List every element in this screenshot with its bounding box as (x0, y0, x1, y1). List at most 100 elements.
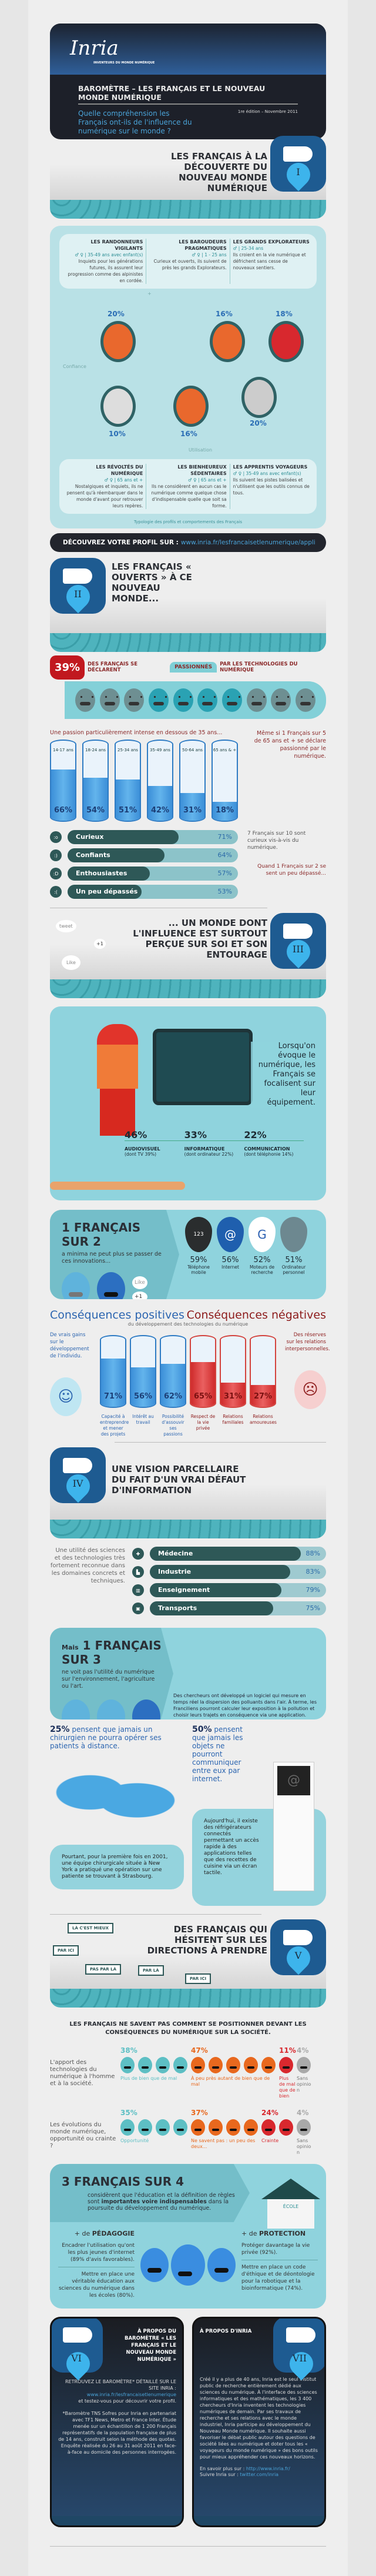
profile-desc: Ils croient en la vie numérique et défri… (233, 252, 306, 270)
face-icon (173, 2119, 187, 2136)
bar-fill (68, 867, 150, 881)
cylinder-fill (221, 1382, 245, 1407)
plus-one-bubble: +1 (132, 1292, 147, 1299)
tv-illustration (153, 1029, 253, 1105)
profile-meta: ♂ ♀ | 35-49 ans avec enfant(s) (233, 471, 301, 476)
cylinder-label: Capacité à entreprendre et mener des pro… (100, 1414, 129, 1437)
bar-label: Confiants (76, 851, 110, 859)
cylinder-fill (131, 1367, 155, 1407)
bar-icon: ✚ (132, 1548, 144, 1560)
equipment-stat: 33% INFORMATIQUE (dont ordinateur 22%) (184, 1129, 244, 1157)
about-inria-title: À PROPOS D'INRIA (200, 2329, 252, 2334)
hesitation-rows: L'apport des technologies du numérique à… (50, 2046, 326, 2156)
bar-row: ▣ Transports 75% (132, 1601, 326, 1615)
direction-sign: PAR LÀ (138, 1965, 164, 1976)
passion-post: PAR LES TECHNOLOGIES DU NUMÉRIQUE (220, 661, 298, 673)
hesitation-faces (120, 2057, 326, 2073)
cylinder-label: 18-24 ans (85, 748, 106, 752)
tweet-bubble: tweet (56, 920, 76, 932)
bar-track: Enseignement 79% (150, 1583, 326, 1597)
hesitation-pct: 24% (261, 2109, 278, 2117)
senior-note: Même si 1 Français sur 5 de 65 ans et + … (254, 730, 326, 760)
section-2-header: II LES FRANÇAIS « OUVERTS » À CE NOUVEAU… (50, 558, 326, 652)
bar-track: Médecine 88% (150, 1547, 326, 1561)
passion-stat: 39% DES FRANÇAIS SE DÉCLARENT PASSIONNÉS… (50, 653, 326, 681)
hesitation-label: Sans opinion (297, 2138, 311, 2155)
face-icon (261, 2057, 276, 2073)
cylinder-label: Intérêt au travail (132, 1414, 154, 1425)
section-badge: I (270, 136, 326, 192)
consequences-subtitle: du développement des technologies du num… (127, 1322, 249, 1327)
cylinder-value: 18% (215, 806, 234, 815)
bar-value: 71% (217, 833, 232, 841)
three-in-four-desc: considèrent que l'éducation et la défini… (88, 2192, 235, 2212)
inria-logo: Inria (70, 36, 119, 60)
face-on (97, 1272, 125, 1299)
cylinder-fill (191, 1362, 215, 1407)
face-icon (124, 688, 145, 712)
hesitation-labels: Plus de bien que de mal À peu près autant… (120, 2076, 326, 2099)
bar-fill (68, 830, 179, 844)
stat-label: AUDIOVISUEL (125, 1146, 160, 1152)
about-inria: VII À PROPOS D'INRIA Créé il y a plus de… (192, 2317, 326, 2527)
phone-keypad-icon: 123 (185, 1217, 212, 1252)
inria-website-link[interactable]: http://www.inria.fr/ (246, 2466, 290, 2471)
cylinder-fill (83, 777, 108, 821)
discover-label: DÉCOUVREZ VOTRE PROFIL SUR : (63, 539, 179, 546)
page-title: BAROMÈTRE – LES FRANÇAIS ET LE NOUVEAU M… (78, 84, 298, 105)
bar-track: Confiants 64% (68, 848, 238, 862)
barometre-footnote: *Baromètre TNS Sofres pour Inria en part… (58, 2411, 176, 2455)
stat-value: 33% (184, 1129, 207, 1140)
hesitation-question: Les évolutions du monde numérique, oppor… (50, 2122, 116, 2149)
cylinder-label: 25-34 ans (118, 748, 138, 752)
section-badge: IV (50, 1447, 106, 1503)
school-illustration: ÉCOLE (250, 2164, 326, 2229)
cylinder-value: 65% (193, 1392, 213, 1401)
face-icon (120, 2119, 135, 2136)
domains-intro: Une utilité des sciences et des technolo… (50, 1547, 125, 1584)
bar-value: 53% (217, 888, 232, 895)
face-on (132, 1700, 160, 1719)
one-in-three-panel: Mais 1 FRANÇAIS SUR 3 ne voit pas l'util… (50, 1628, 326, 1719)
hesitation-pct: 38% (120, 2046, 137, 2055)
discover-link[interactable]: www.inria.fr/lesfrancaisetlenumerique/ap… (180, 539, 315, 546)
direction-sign: PAR ICI (185, 1973, 212, 1984)
domains-section: Une utilité des sciences et des technolo… (50, 1547, 326, 1620)
pedagogy-title: PÉDAGOGIE (92, 2230, 135, 2237)
three-in-four-panel: 3 FRANÇAIS SUR 4 considèrent que l'éduca… (50, 2164, 326, 2309)
bar-track: Enthousiastes 57% (68, 867, 238, 881)
face-icon (209, 2119, 223, 2136)
one-in-three-sub: ne voit pas l'utilité du numérique sur l… (62, 1669, 155, 1690)
sad-face-icon: ☹ (294, 1370, 326, 1409)
pct-randonneurs: 20% (108, 310, 125, 318)
bar-value: 64% (217, 851, 232, 859)
hesitation-row: L'apport des technologies du numérique à… (50, 2046, 326, 2099)
innovation-label: Ordinateur personnel (281, 1264, 306, 1275)
axis-utilisation: Utilisation (189, 447, 213, 453)
barometre-link[interactable]: www.inria.fr/lesfrancaisetlenumerique (86, 2392, 176, 2397)
equipment-stat: 46% AUDIOVISUEL (dont TV 39%) (125, 1129, 184, 1157)
cylinder-fill (251, 1384, 275, 1407)
cylinder-bar: 56% (130, 1335, 156, 1408)
passion-pre: DES FRANÇAIS SE DÉCLARENT (88, 661, 138, 673)
age-cylinders: 14-17 ans 66% 18-24 ans 54% 25-34 ans 51% 35-4… (50, 740, 238, 822)
face-icon (209, 2057, 223, 2073)
cylinder-label: Possibilité d'assouvir ses passions (162, 1414, 184, 1437)
face-off (62, 1700, 90, 1719)
footer-divider (50, 2546, 326, 2547)
inria-twitter-link[interactable]: twitter.com/inria (240, 2472, 279, 2477)
cylinder-value: 42% (150, 806, 170, 815)
face-icon (191, 2057, 205, 2073)
avatar-revolte (100, 386, 136, 427)
face-icon (226, 2057, 240, 2073)
cylinder-label: Relations familiales (222, 1414, 244, 1425)
bar-label: Enthousiastes (76, 869, 127, 877)
section-title: UNE VISION PARCELLAIRE DU FAIT D'UN VRAI… (112, 1464, 246, 1496)
pct-revoltes: 10% (109, 430, 126, 438)
pct-apprentis: 20% (250, 419, 267, 427)
stat-sub: (dont téléphonie 14%) (244, 1152, 294, 1157)
face-icon (75, 688, 95, 712)
cylinder-fill (213, 802, 237, 821)
face-icon (99, 688, 120, 712)
one-in-two-sub: a minima ne peut plus se passer de ces i… (62, 1251, 162, 1264)
